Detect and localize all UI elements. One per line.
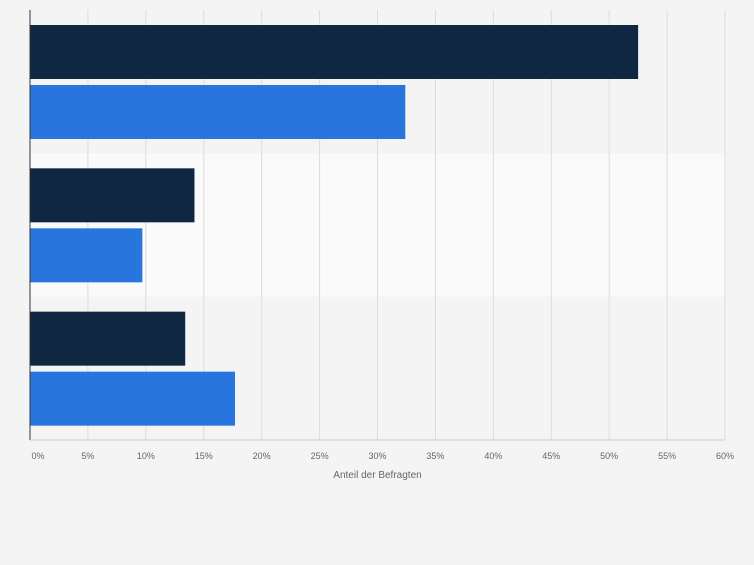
bar-cat0-series1[interactable] xyxy=(30,85,406,139)
bars xyxy=(30,25,639,426)
x-tick-label-15: 15% xyxy=(195,451,213,461)
x-tick-label-30: 30% xyxy=(368,451,386,461)
x-tick-label-50: 50% xyxy=(600,451,618,461)
x-tick-label-60: 60% xyxy=(716,451,734,461)
x-tick-label-55: 55% xyxy=(658,451,676,461)
x-axis-label: Anteil der Befragten xyxy=(333,470,421,481)
x-tick-label-20: 20% xyxy=(253,451,271,461)
bar-cat2-series0[interactable] xyxy=(30,311,186,366)
x-tick-label-40: 40% xyxy=(484,451,502,461)
x-tick-label-45: 45% xyxy=(542,451,560,461)
x-tick-label-5: 5% xyxy=(81,451,94,461)
x-tick-label-35: 35% xyxy=(426,451,444,461)
x-tick-labels: 0% 5% 10% 15% 20% 25% 30% 35% 40% 45% 50% 55% 60% xyxy=(31,451,734,461)
x-tick-label-10: 10% xyxy=(137,451,155,461)
x-tick-label-25: 25% xyxy=(311,451,329,461)
bar-cat1-series1[interactable] xyxy=(30,228,143,283)
x-tick-label-0: 0% xyxy=(31,451,44,461)
bar-cat1-series0[interactable] xyxy=(30,168,195,223)
gridlines xyxy=(87,10,726,440)
axes xyxy=(29,10,725,441)
bar-cat2-series1[interactable] xyxy=(30,371,236,426)
bar-cat0-series0[interactable] xyxy=(30,25,639,79)
